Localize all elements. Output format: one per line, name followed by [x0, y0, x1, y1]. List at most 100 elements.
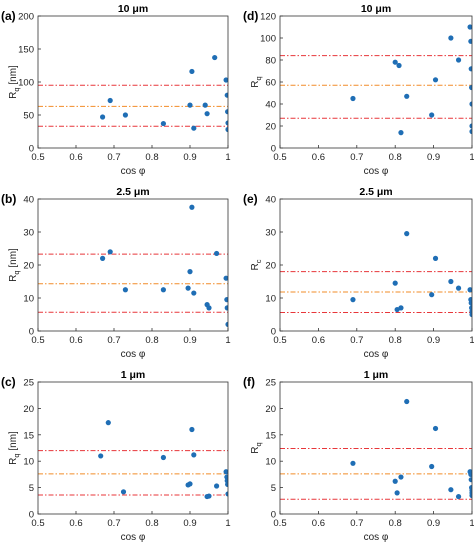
data-point — [225, 126, 228, 133]
data-point — [469, 311, 472, 318]
x-tick-label: 1 — [225, 152, 230, 163]
data-point — [468, 300, 472, 306]
data-point — [122, 287, 128, 293]
data-point — [350, 95, 356, 102]
data-point — [224, 297, 228, 303]
data-point — [225, 321, 228, 327]
data-point — [206, 493, 212, 499]
x-tick-label: 0.9 — [183, 518, 196, 529]
x-tick-label: 0.6 — [312, 335, 325, 346]
data-point — [120, 489, 127, 495]
y-tick-label: 30 — [265, 228, 276, 239]
x-tick-label: 0.8 — [145, 152, 158, 163]
y-tick-label: 0 — [29, 327, 34, 338]
x-tick-label: 0.7 — [350, 518, 363, 529]
data-point — [225, 120, 228, 126]
x-tick-label: 0.9 — [183, 152, 196, 163]
y-tick-label: 50 — [23, 111, 34, 122]
y-tick-label: 40 — [23, 195, 34, 206]
data-point — [160, 120, 166, 127]
data-point — [223, 469, 228, 475]
y-tick-label: 40 — [265, 100, 276, 111]
y-tick-label: 0 — [29, 144, 34, 155]
data-point — [468, 66, 472, 72]
data-point — [225, 481, 228, 488]
y-tick-label: 30 — [23, 228, 34, 239]
x-tick-label: 0.5 — [31, 518, 44, 529]
chart-panel: 0.5 0.6 0.7 0.8 0.9 1 0 20 40 60 80 100 120 10 μm (d) c… — [243, 3, 474, 177]
data-point — [392, 59, 398, 65]
data-point — [429, 463, 435, 470]
chart-panel: 0.5 0.6 0.7 0.8 0.9 1 0 50 100 150 200 10 μm (a) cos … — [1, 3, 231, 177]
data-points — [350, 24, 472, 136]
data-point — [469, 84, 472, 91]
axes-frame — [279, 381, 473, 515]
x-tick-label: 0.7 — [107, 152, 120, 163]
x-tick-label: 0.5 — [273, 335, 286, 346]
y-axis-label: Rq [nm] — [8, 431, 21, 465]
data-point — [185, 285, 191, 291]
data-point — [187, 269, 193, 275]
x-tick-label: 1 — [225, 335, 230, 346]
x-tick-label: 0.7 — [107, 335, 120, 346]
data-point — [467, 24, 472, 30]
y-axis-label: Rq — [250, 76, 263, 87]
data-point — [429, 292, 435, 298]
data-point — [398, 130, 404, 136]
data-point — [100, 114, 106, 120]
data-point — [469, 492, 472, 499]
panel-label: (c) — [1, 375, 16, 389]
data-point — [223, 77, 228, 83]
data-point — [432, 77, 439, 83]
x-tick-label: 0.9 — [427, 152, 440, 163]
x-tick-label: 0.6 — [312, 152, 325, 163]
data-point — [107, 249, 113, 255]
y-tick-label: 200 — [18, 12, 34, 23]
y-tick-label: 5 — [271, 483, 276, 494]
data-point — [202, 102, 208, 108]
x-tick-label: 0.9 — [427, 518, 440, 529]
data-point — [191, 452, 197, 458]
data-point — [191, 290, 197, 296]
y-tick-label: 5 — [29, 483, 34, 494]
data-point — [392, 478, 398, 484]
data-point — [98, 453, 104, 459]
y-tick-label: 15 — [265, 430, 276, 441]
y-tick-label: 20 — [265, 404, 276, 415]
data-point — [455, 57, 462, 63]
x-axis-label: cos φ — [364, 532, 389, 543]
axes-frame — [37, 15, 229, 149]
x-tick-label: 0.6 — [69, 152, 82, 163]
y-tick-label: 100 — [18, 78, 34, 89]
data-point — [468, 38, 472, 44]
data-points — [350, 231, 472, 318]
data-point — [189, 204, 195, 210]
data-point — [223, 275, 228, 281]
x-tick-label: 1 — [225, 518, 230, 529]
data-point — [225, 491, 228, 497]
x-axis-label: cos φ — [121, 166, 146, 177]
data-point — [404, 398, 410, 405]
data-point — [468, 471, 472, 477]
data-point — [225, 109, 228, 115]
y-tick-label: 0 — [271, 144, 276, 155]
data-point — [105, 420, 111, 426]
data-point — [392, 280, 398, 286]
panel-label: (a) — [1, 9, 16, 23]
panel-title: 1 μm — [121, 369, 146, 381]
data-point — [212, 54, 218, 61]
panel-label: (f) — [243, 375, 255, 389]
data-points — [98, 420, 228, 500]
x-tick-label: 1 — [469, 518, 474, 529]
y-tick-label: 10 — [23, 294, 34, 305]
y-tick-label: 10 — [23, 457, 34, 468]
data-point — [189, 426, 195, 433]
x-tick-label: 0.5 — [273, 518, 286, 529]
data-point — [187, 102, 193, 108]
data-point — [206, 305, 212, 311]
data-point — [160, 287, 166, 293]
data-points — [100, 54, 228, 133]
y-tick-label: 25 — [23, 378, 34, 389]
y-tick-label: 25 — [265, 378, 276, 389]
x-tick-label: 0.5 — [31, 335, 44, 346]
